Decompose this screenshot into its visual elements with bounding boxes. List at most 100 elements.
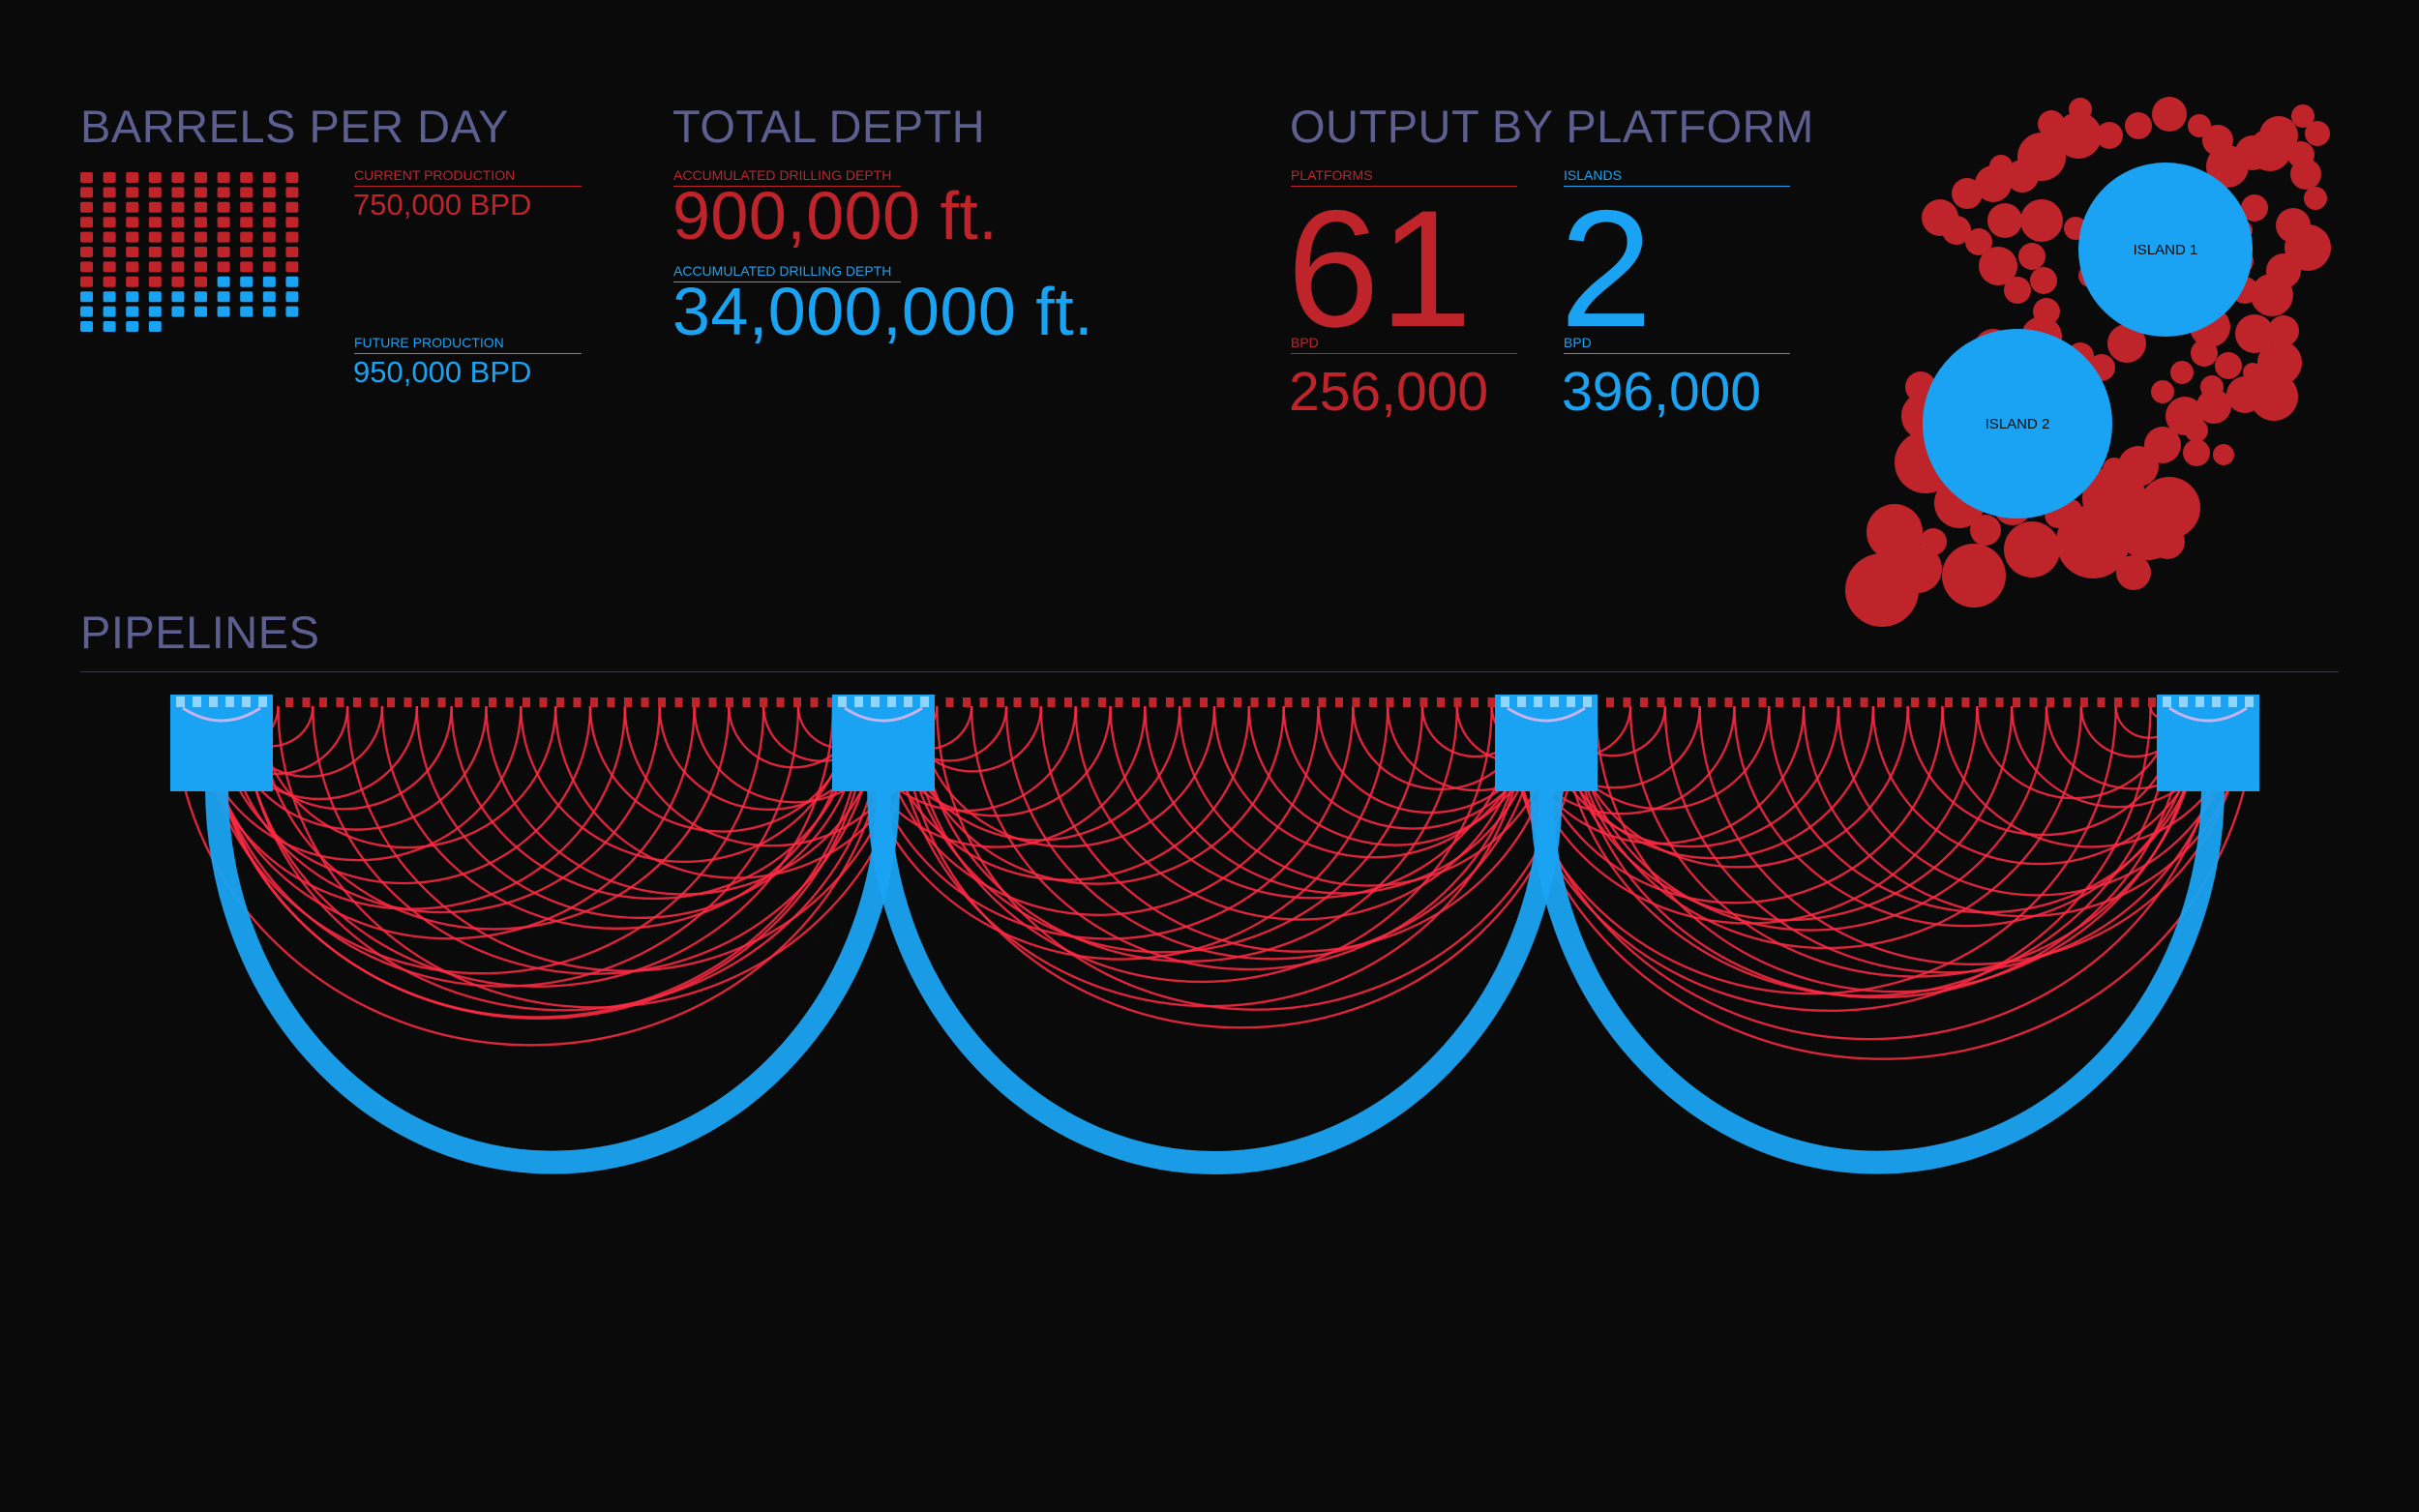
platform-bubble bbox=[1993, 487, 2032, 525]
waffle-cell-current bbox=[285, 201, 299, 213]
platform-node bbox=[742, 697, 751, 707]
platform-node bbox=[1284, 697, 1293, 707]
current-production-value: 750,000 BPD bbox=[353, 188, 532, 222]
platform-bubble bbox=[1985, 398, 2012, 425]
platform-node bbox=[1809, 697, 1817, 707]
platform-node bbox=[319, 697, 327, 707]
island-2-label: ISLAND 2 bbox=[1986, 416, 2050, 432]
waffle-cell-current bbox=[148, 187, 162, 198]
platform-node bbox=[1674, 697, 1682, 707]
platform-pipeline-arc bbox=[1768, 705, 2205, 914]
platform-bubble bbox=[2291, 104, 2314, 128]
platform-pipeline-arc bbox=[553, 705, 919, 879]
platform-node bbox=[523, 697, 530, 707]
platform-bubble bbox=[1975, 165, 2012, 202]
waffle-cell-current bbox=[148, 261, 162, 273]
platform-bubble bbox=[2045, 501, 2072, 528]
platform-node bbox=[455, 697, 463, 707]
platform-bubble bbox=[2092, 232, 2119, 259]
platform-bubble bbox=[2290, 159, 2321, 190]
platform-bubble bbox=[2257, 341, 2302, 385]
platform-node bbox=[2046, 697, 2054, 707]
platform-pipeline-arc bbox=[693, 705, 898, 804]
platform-bubble bbox=[2235, 314, 2274, 353]
platform-bubble bbox=[1952, 178, 1983, 209]
platform-pipeline-arc bbox=[485, 705, 884, 896]
waffle-cell-future bbox=[262, 276, 276, 287]
platform-pipeline-arc bbox=[910, 705, 1493, 984]
waffle-cell-current bbox=[240, 201, 254, 213]
platform-bubble bbox=[2116, 555, 2151, 590]
future-production-label: FUTURE PRODUCTION bbox=[354, 336, 582, 354]
platform-bubble bbox=[1895, 431, 1956, 493]
island-1-label: ISLAND 1 bbox=[2134, 242, 2198, 258]
platform-pipeline-arc bbox=[224, 705, 488, 831]
platform-pipeline-arc bbox=[1976, 705, 2173, 800]
waffle-cell-current bbox=[126, 172, 139, 183]
platform-bubble bbox=[2202, 125, 2233, 156]
waffle-cell-current bbox=[103, 276, 116, 287]
platform-bubble bbox=[2287, 141, 2314, 168]
platform-bubble bbox=[2017, 133, 2066, 181]
pipelines-title: PIPELINES bbox=[80, 607, 320, 658]
platform-node bbox=[539, 697, 548, 707]
platform-bubble bbox=[2206, 264, 2229, 287]
platform-pipeline-arc bbox=[1212, 705, 1535, 858]
waffle-cell-current bbox=[103, 231, 116, 243]
platform-bubble bbox=[1922, 199, 1958, 236]
waffle-cell-future bbox=[103, 291, 116, 303]
platform-bubble bbox=[2214, 230, 2241, 257]
platform-node bbox=[1945, 697, 1953, 707]
waffle-cell-current bbox=[80, 201, 93, 213]
waffle-cell-current bbox=[148, 217, 162, 228]
platform-node bbox=[945, 697, 954, 707]
platform-pipeline-arc bbox=[257, 705, 731, 931]
waffle-cell-current bbox=[217, 201, 230, 213]
waffle-cell-current bbox=[171, 201, 185, 213]
platform-node bbox=[1149, 697, 1157, 707]
platform-bubble bbox=[2144, 427, 2181, 463]
platform-bubble bbox=[1942, 356, 1994, 408]
platform-pipeline-arc bbox=[203, 705, 349, 776]
platform-node bbox=[1250, 697, 1259, 707]
platform-pipeline-arc bbox=[1317, 705, 1544, 815]
platform-node bbox=[1301, 697, 1309, 707]
waffle-cell-current bbox=[217, 231, 230, 243]
platform-bubble bbox=[2233, 221, 2253, 240]
platform-pipeline-arc bbox=[1571, 706, 2185, 997]
platform-pipeline-arc bbox=[2206, 705, 2256, 730]
waffle-cell-current bbox=[194, 187, 207, 198]
waffle-cell-current bbox=[194, 276, 207, 287]
platform-node bbox=[1471, 697, 1478, 707]
platform-node bbox=[1437, 697, 1445, 707]
waffle-cell-current bbox=[171, 231, 185, 243]
platform-node bbox=[2148, 697, 2156, 707]
platform-node bbox=[827, 697, 835, 707]
waffle-cell-current bbox=[194, 261, 207, 273]
platform-pipeline-arc bbox=[1386, 705, 1567, 791]
platform-node bbox=[1927, 697, 1936, 707]
waffle-cell-current bbox=[171, 276, 185, 287]
platform-bubble bbox=[2285, 224, 2331, 271]
hub-node bbox=[2195, 697, 2204, 707]
platform-node bbox=[674, 697, 683, 707]
platform-pipeline-arc bbox=[831, 705, 858, 719]
platform-node bbox=[590, 697, 598, 707]
platform-bubble bbox=[1901, 392, 1950, 440]
platform-bubble bbox=[1905, 371, 1936, 402]
platform-pipeline-arc bbox=[1144, 705, 1541, 895]
platform-node bbox=[437, 697, 446, 707]
platform-bubble bbox=[2098, 278, 2133, 312]
waffle-cell-current bbox=[262, 217, 276, 228]
platform-pipeline-arc bbox=[1560, 705, 2014, 922]
platform-bubble bbox=[2243, 363, 2262, 382]
platform-node bbox=[1234, 697, 1241, 707]
platform-bubble bbox=[2004, 521, 2060, 578]
pipeline-hub-3 bbox=[1495, 695, 1598, 791]
platform-bubble bbox=[2082, 466, 2146, 530]
platform-node bbox=[760, 697, 767, 707]
platform-bubble bbox=[2033, 298, 2060, 325]
waffle-cell-current bbox=[262, 231, 276, 243]
platform-node bbox=[1200, 697, 1208, 707]
